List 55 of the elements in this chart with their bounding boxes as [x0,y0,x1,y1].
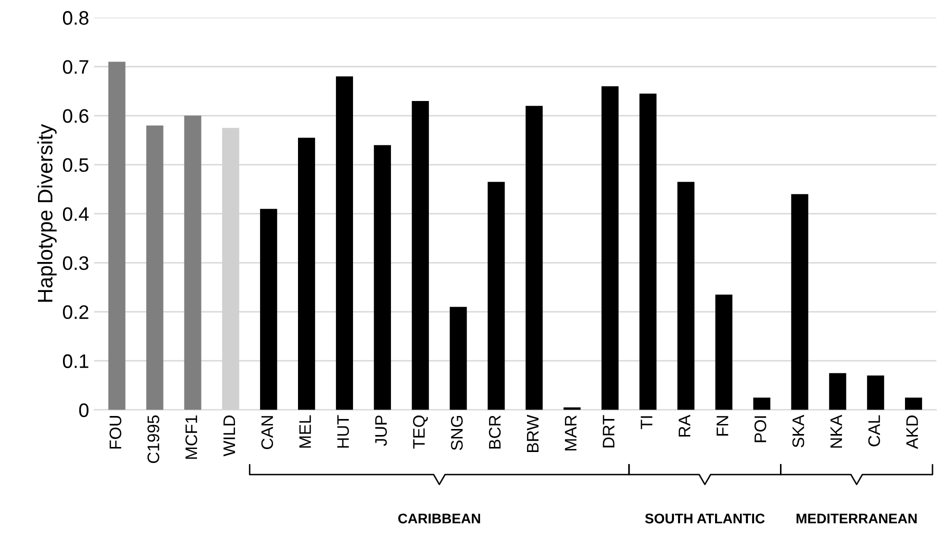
x-tick-label: JUP [375,416,387,446]
x-tick-label: TEQ [413,416,428,449]
y-tick-label: 0.1 [62,354,88,368]
x-tick-label: SKA [792,414,804,448]
bar [488,182,505,410]
bar [829,373,846,410]
x-tick-label: AKD [906,416,918,449]
x-tick-label: FN [716,416,728,436]
bar [677,182,694,410]
x-tick-label: DRT [602,415,614,448]
bar [336,76,354,410]
y-axis-title: Haplotype Diversity [37,124,57,302]
bar [108,62,126,410]
x-tick-label: RA [678,414,690,437]
bar [412,100,429,410]
bar [715,294,732,410]
y-tick-label: 0 [79,403,88,418]
x-tick-label: MEL [299,415,311,448]
x-tick-label: MAR [564,416,576,450]
x-tick-label: WILD [224,416,235,456]
bar [602,86,619,410]
bar [639,94,657,410]
x-tick-label: TI [640,416,652,430]
bar [791,194,808,410]
y-tick-label: 0.7 [62,60,88,74]
x-tick-label: C1995 [147,415,160,463]
y-tick-label: 0.4 [62,207,89,221]
bar [867,376,884,410]
text: SOUTH ATLANTIC [645,514,765,524]
x-tick-label: BRW [527,414,538,452]
y-tick-label: 0.3 [62,256,88,270]
x-tick-label: MCF1 [185,416,198,459]
bar [904,398,922,410]
bar [298,138,316,410]
x-tick-label: BCR [488,416,501,449]
x-tick-label: FOU [110,416,122,449]
x-tick-label: SNG [450,416,463,450]
x-tick-label: CAL [868,415,880,446]
y-tick-label: 0.5 [62,158,88,172]
bar [260,208,278,410]
bar [753,398,770,410]
text: CARIBBEAN [398,514,480,524]
y-tick-label: 0.8 [62,11,88,25]
bar [184,116,202,410]
bar [450,306,467,410]
x-tick-label: HUT [337,415,349,448]
x-tick-label: CAN [261,416,274,450]
text: MEDITERRANEAN [796,514,917,524]
bar [374,145,391,410]
x-tick-label: NKA [830,414,842,448]
bar [146,125,164,410]
x-tick-label: POI [754,416,766,442]
y-tick-label: 0.6 [62,109,88,123]
bar [526,106,543,410]
y-tick-label: 0.2 [62,305,88,320]
